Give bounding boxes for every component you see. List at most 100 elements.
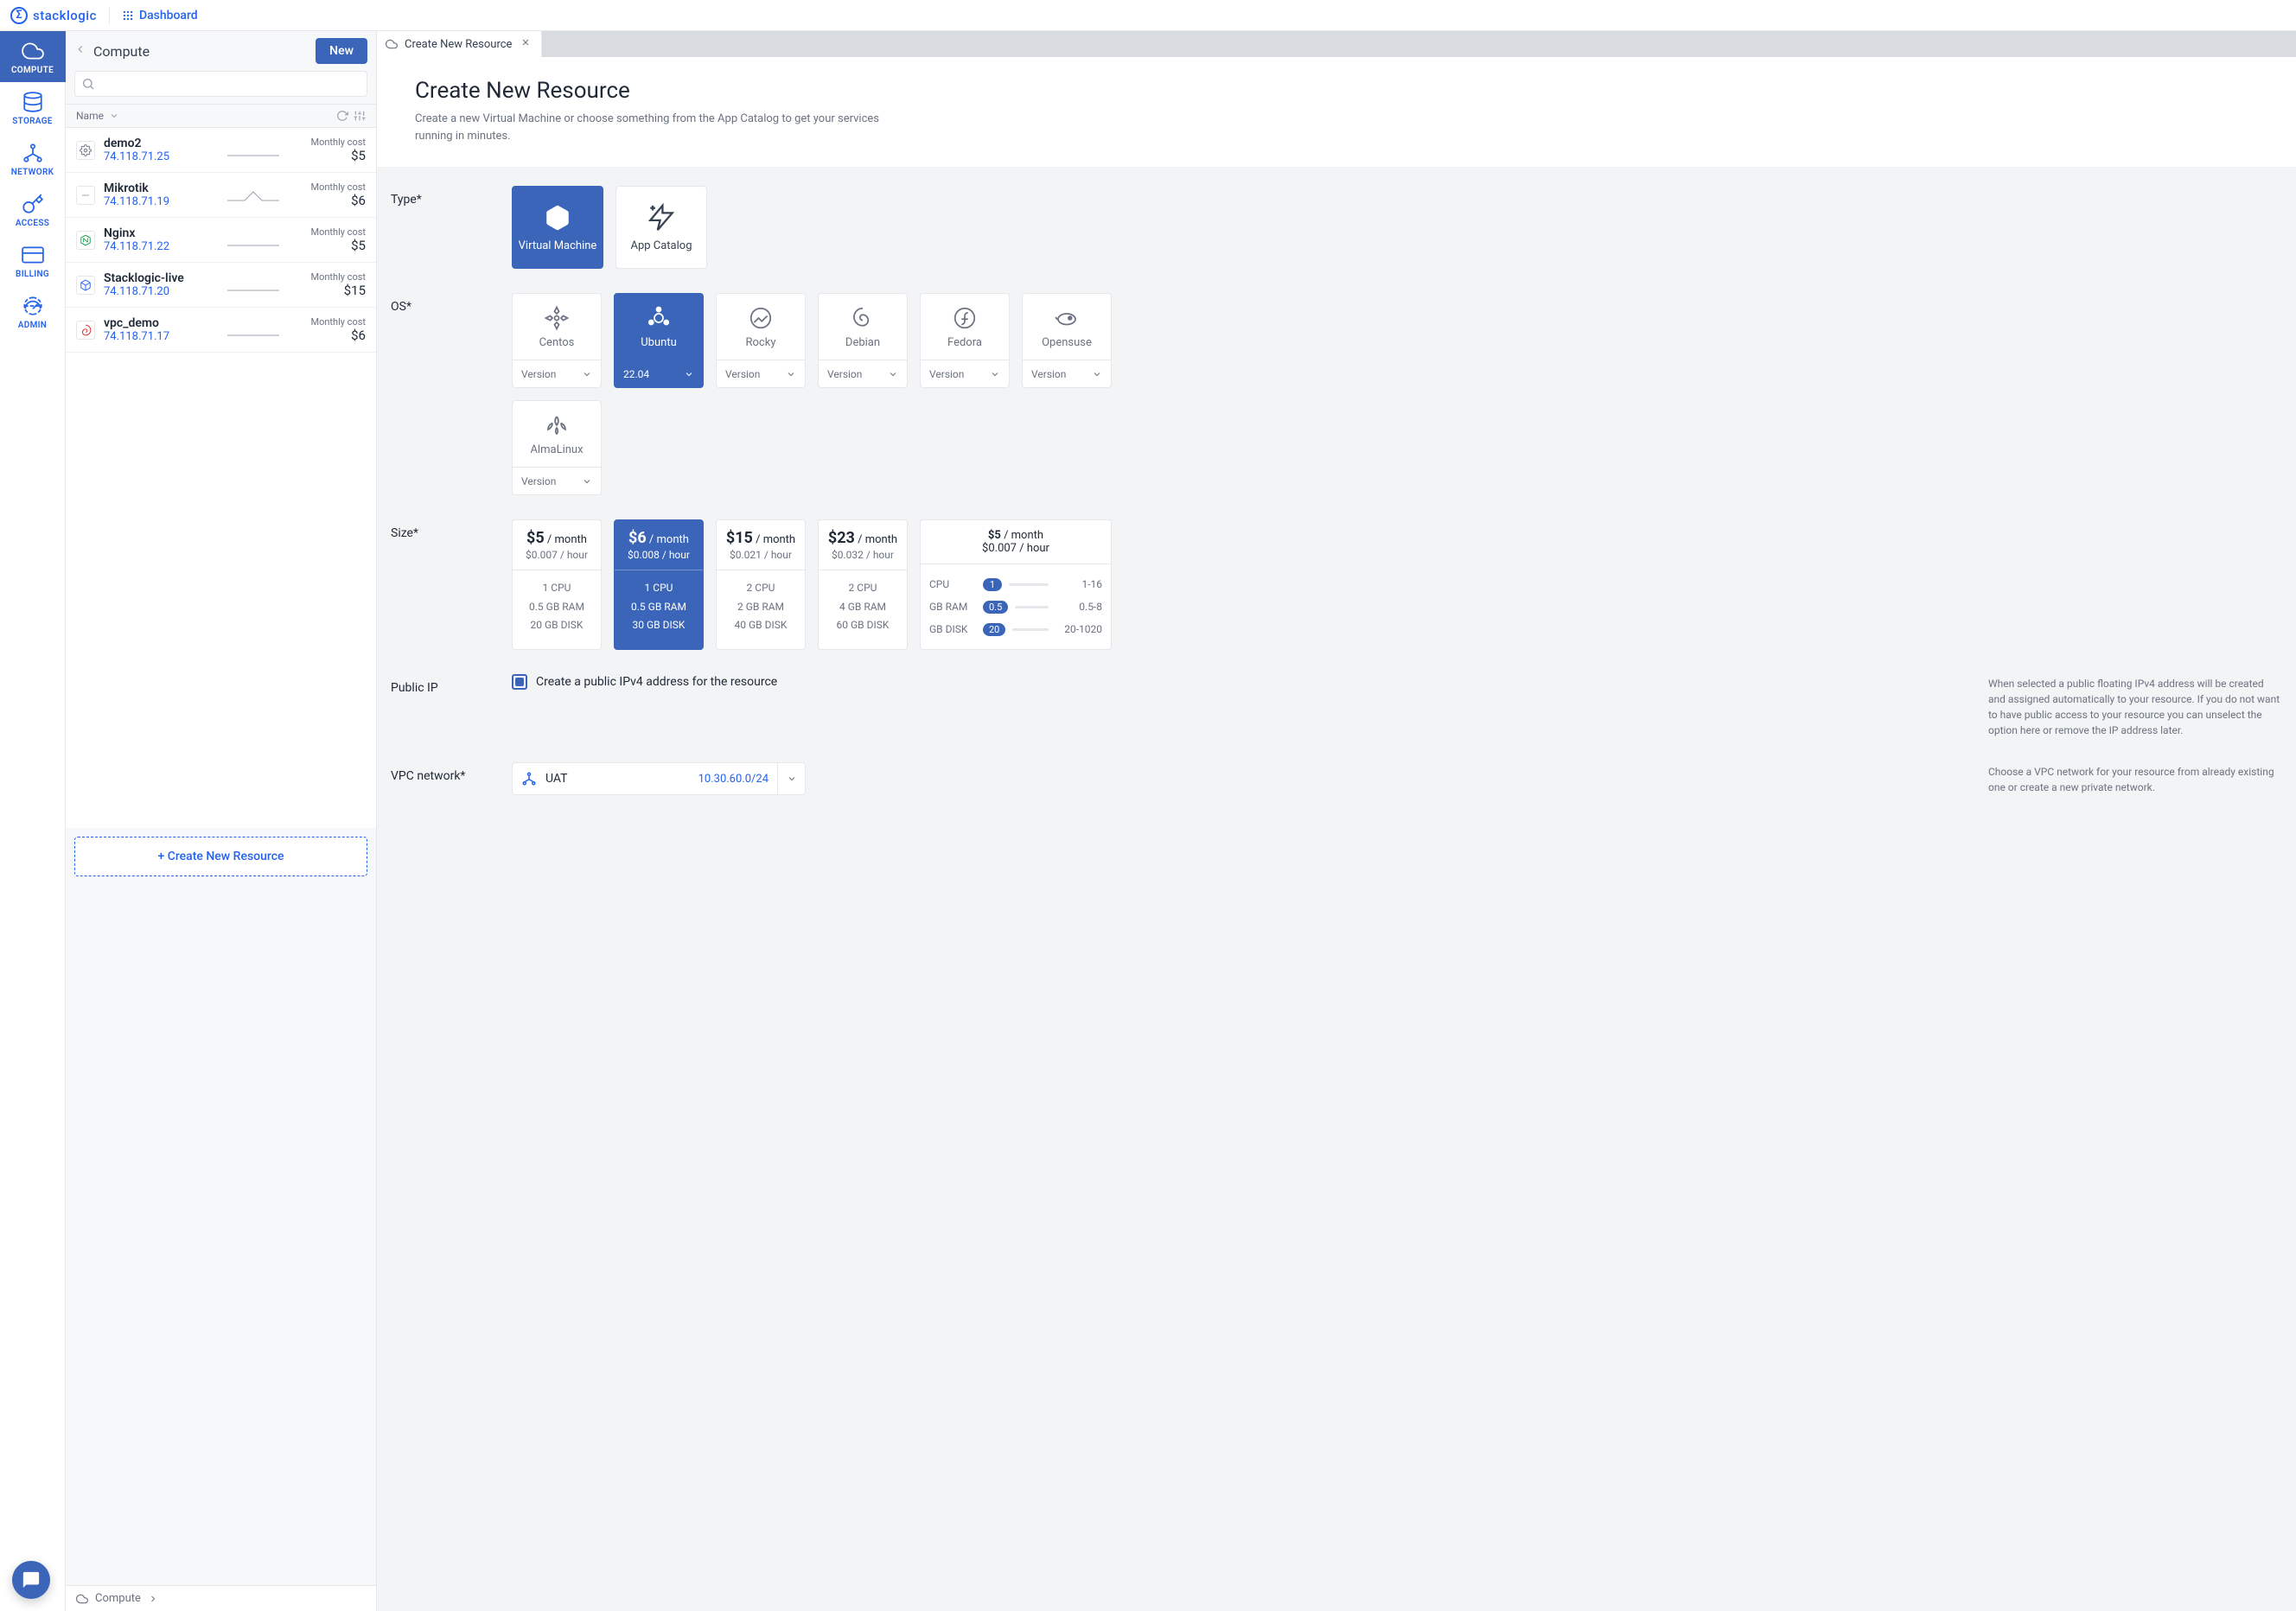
cost-value: $6 bbox=[288, 193, 366, 208]
os-version-value: Version bbox=[1031, 368, 1066, 380]
create-resource-button[interactable]: + Create New Resource bbox=[74, 837, 367, 876]
column-header: Name bbox=[66, 104, 376, 128]
size-card-0[interactable]: $5 / month $0.007 / hour 1 CPU0.5 GB RAM… bbox=[512, 519, 602, 650]
sparkline bbox=[227, 140, 279, 161]
resource-row[interactable]: Mikrotik 74.118.71.19 Monthly cost $6 bbox=[66, 173, 376, 218]
opensuse-icon bbox=[1054, 305, 1080, 331]
breadcrumb-label[interactable]: Compute bbox=[95, 1592, 141, 1605]
col-name[interactable]: Name bbox=[76, 110, 104, 122]
rail-item-admin[interactable]: ADMIN bbox=[0, 286, 66, 337]
resource-row[interactable]: vpc_demo 74.118.71.17 Monthly cost $6 bbox=[66, 308, 376, 353]
billing-icon bbox=[22, 244, 44, 266]
sparkline bbox=[227, 275, 279, 296]
size-card-3[interactable]: $23 / month $0.032 / hour 2 CPU4 GB RAM6… bbox=[818, 519, 908, 650]
size-card-2[interactable]: $15 / month $0.021 / hour 2 CPU2 GB RAM4… bbox=[716, 519, 806, 650]
resource-name: Mikrotik bbox=[104, 181, 219, 195]
size-price: $5 / month bbox=[926, 529, 1106, 542]
resource-icon bbox=[76, 321, 95, 340]
size-card-custom[interactable]: $5 / month $0.007 / hour CPU 1 1-16 GB R… bbox=[920, 519, 1112, 650]
label-vpc: VPC network* bbox=[391, 762, 494, 783]
os-tile-centos[interactable]: Centos bbox=[512, 293, 602, 360]
dashboard-link[interactable]: Dashboard bbox=[122, 9, 198, 22]
slider-row-2[interactable]: GB DISK 20 20-1020 bbox=[929, 618, 1102, 640]
rail-item-network[interactable]: NETWORK bbox=[0, 133, 66, 184]
cost-label: Monthly cost bbox=[288, 271, 366, 283]
os-tile-fedora[interactable]: Fedora bbox=[920, 293, 1010, 360]
resource-ip[interactable]: 74.118.71.20 bbox=[104, 285, 219, 298]
slider-row-0[interactable]: CPU 1 1-16 bbox=[929, 573, 1102, 595]
os-tile-opensuse[interactable]: Opensuse bbox=[1022, 293, 1112, 360]
os-card-fedora: Fedora Version bbox=[920, 293, 1010, 388]
os-tile-debian[interactable]: Debian bbox=[818, 293, 908, 360]
resource-row[interactable]: demo2 74.118.71.25 Monthly cost $5 bbox=[66, 128, 376, 173]
os-tile-rocky[interactable]: Rocky bbox=[716, 293, 806, 360]
type-card-catalog[interactable]: App Catalog bbox=[615, 186, 707, 269]
resource-ip[interactable]: 74.118.71.17 bbox=[104, 330, 219, 343]
network-icon bbox=[22, 142, 44, 164]
topbar: Σ stacklogic Dashboard bbox=[0, 0, 2296, 31]
public-ip-checkbox[interactable] bbox=[512, 674, 527, 690]
os-version-select-opensuse[interactable]: Version bbox=[1022, 360, 1112, 388]
search-input[interactable] bbox=[74, 71, 367, 97]
size-card-1[interactable]: $6 / month $0.008 / hour 1 CPU0.5 GB RAM… bbox=[614, 519, 704, 650]
os-version-select-debian[interactable]: Version bbox=[818, 360, 908, 388]
os-version-select-rocky[interactable]: Version bbox=[716, 360, 806, 388]
resource-ip[interactable]: 74.118.71.19 bbox=[104, 195, 219, 208]
slider-row-1[interactable]: GB RAM 0.5 0.5-8 bbox=[929, 595, 1102, 618]
vpc-value: UAT bbox=[545, 772, 698, 786]
size-hourly: $0.008 / hour bbox=[620, 549, 698, 561]
slider-value: 0.5 bbox=[983, 601, 1008, 614]
os-tile-alma[interactable]: AlmaLinux bbox=[512, 400, 602, 468]
rail-item-compute[interactable]: COMPUTE bbox=[0, 31, 66, 82]
chevron-down-icon bbox=[990, 369, 1000, 379]
close-icon[interactable] bbox=[519, 35, 533, 53]
type-card-vm[interactable]: Virtual Machine bbox=[512, 186, 603, 269]
admin-icon bbox=[22, 295, 44, 317]
os-version-select-centos[interactable]: Version bbox=[512, 360, 602, 388]
os-version-select-ubuntu[interactable]: 22.04 bbox=[614, 360, 704, 388]
resource-row[interactable]: Stacklogic-live 74.118.71.20 Monthly cos… bbox=[66, 263, 376, 308]
rail-item-billing[interactable]: BILLING bbox=[0, 235, 66, 286]
tab-create-resource[interactable]: Create New Resource bbox=[377, 31, 542, 57]
size-specs: 2 CPU4 GB RAM60 GB DISK bbox=[819, 570, 907, 644]
brand[interactable]: Σ stacklogic bbox=[10, 7, 97, 24]
size-specs: 1 CPU0.5 GB RAM30 GB DISK bbox=[615, 570, 703, 644]
chevron-down-icon[interactable] bbox=[777, 763, 805, 794]
vpc-help: Choose a VPC network for your resource f… bbox=[1988, 762, 2282, 795]
vpc-select[interactable]: UAT 10.30.60.0/24 bbox=[512, 762, 806, 795]
rail-item-storage[interactable]: STORAGE bbox=[0, 82, 66, 133]
chevron-down-icon bbox=[1092, 369, 1102, 379]
os-version-select-fedora[interactable]: Version bbox=[920, 360, 1010, 388]
slider-value: 1 bbox=[983, 578, 1002, 591]
slider-track[interactable] bbox=[1015, 606, 1049, 608]
chevron-down-icon bbox=[109, 111, 119, 121]
storage-icon bbox=[22, 91, 44, 113]
os-version-select-alma[interactable]: Version bbox=[512, 468, 602, 495]
brand-logo-icon: Σ bbox=[10, 7, 28, 24]
slider-track[interactable] bbox=[1009, 583, 1049, 586]
slider-track[interactable] bbox=[1012, 628, 1049, 631]
settings-icon[interactable] bbox=[354, 110, 366, 122]
resource-ip[interactable]: 74.118.71.25 bbox=[104, 150, 219, 163]
os-tile-ubuntu[interactable]: Ubuntu bbox=[614, 293, 704, 360]
back-icon[interactable] bbox=[74, 43, 86, 59]
resource-ip[interactable]: 74.118.71.22 bbox=[104, 240, 219, 253]
rocky-icon bbox=[748, 305, 774, 331]
catalog-icon bbox=[647, 203, 676, 232]
new-button[interactable]: New bbox=[316, 38, 367, 64]
os-label: Debian bbox=[845, 336, 880, 349]
refresh-icon[interactable] bbox=[336, 110, 348, 122]
chevron-down-icon bbox=[582, 369, 592, 379]
rail-label: STORAGE bbox=[12, 117, 53, 126]
chat-bubble[interactable] bbox=[12, 1561, 50, 1599]
chevron-down-icon bbox=[786, 369, 796, 379]
resource-name: demo2 bbox=[104, 137, 219, 150]
resource-icon bbox=[76, 231, 95, 250]
rail-item-access[interactable]: ACCESS bbox=[0, 184, 66, 235]
resource-row[interactable]: Nginx 74.118.71.22 Monthly cost $5 bbox=[66, 218, 376, 263]
debian-icon bbox=[850, 305, 876, 331]
size-specs: 1 CPU0.5 GB RAM20 GB DISK bbox=[513, 570, 601, 644]
size-price: $5 / month bbox=[518, 529, 596, 547]
dashboard-label: Dashboard bbox=[139, 9, 198, 22]
chat-icon bbox=[22, 1570, 41, 1589]
